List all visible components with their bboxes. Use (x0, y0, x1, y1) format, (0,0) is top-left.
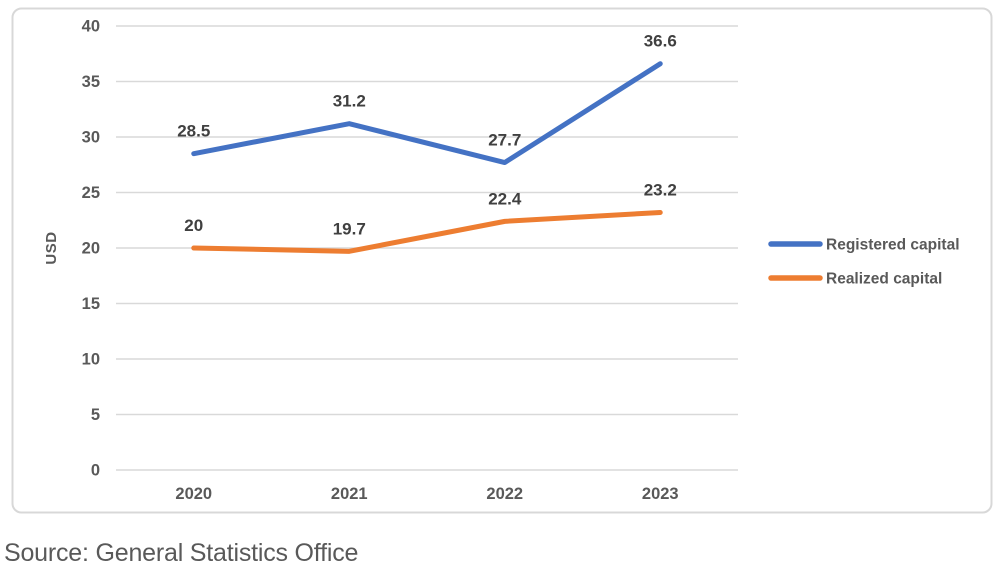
legend-label-registered-capital: Registered capital (826, 237, 960, 254)
y-tick-label: 15 (82, 295, 100, 313)
x-tick-label: 2020 (175, 485, 212, 503)
y-tick-label: 25 (82, 184, 100, 202)
data-label-realized-capital: 22.4 (488, 189, 522, 208)
data-label-realized-capital: 23.2 (644, 180, 677, 199)
y-tick-label: 0 (91, 462, 100, 480)
data-label-realized-capital: 20 (184, 216, 203, 235)
x-tick-label: 2023 (642, 485, 679, 503)
y-tick-label: 30 (82, 129, 100, 147)
y-axis-title: USD (43, 231, 60, 264)
data-label-realized-capital: 19.7 (333, 219, 366, 238)
legend-label-realized-capital: Realized capital (826, 271, 942, 288)
series-line-registered-capital (191, 61, 663, 166)
y-tick-label: 10 (82, 351, 100, 369)
x-tick-label: 2022 (486, 485, 523, 503)
series-line-realized-capital (191, 209, 663, 254)
data-label-registered-capital: 27.7 (488, 131, 521, 150)
y-tick-label: 40 (82, 18, 100, 36)
y-tick-label: 5 (91, 406, 100, 424)
data-label-registered-capital: 36.6 (644, 32, 677, 51)
y-tick-label: 20 (82, 240, 100, 258)
data-label-registered-capital: 28.5 (177, 122, 210, 141)
x-tick-label: 2021 (331, 485, 368, 503)
y-tick-label: 35 (82, 73, 100, 91)
source-caption: Source: General Statistics Office (4, 539, 359, 567)
data-label-registered-capital: 31.2 (333, 92, 366, 111)
chart-border (11, 7, 993, 514)
